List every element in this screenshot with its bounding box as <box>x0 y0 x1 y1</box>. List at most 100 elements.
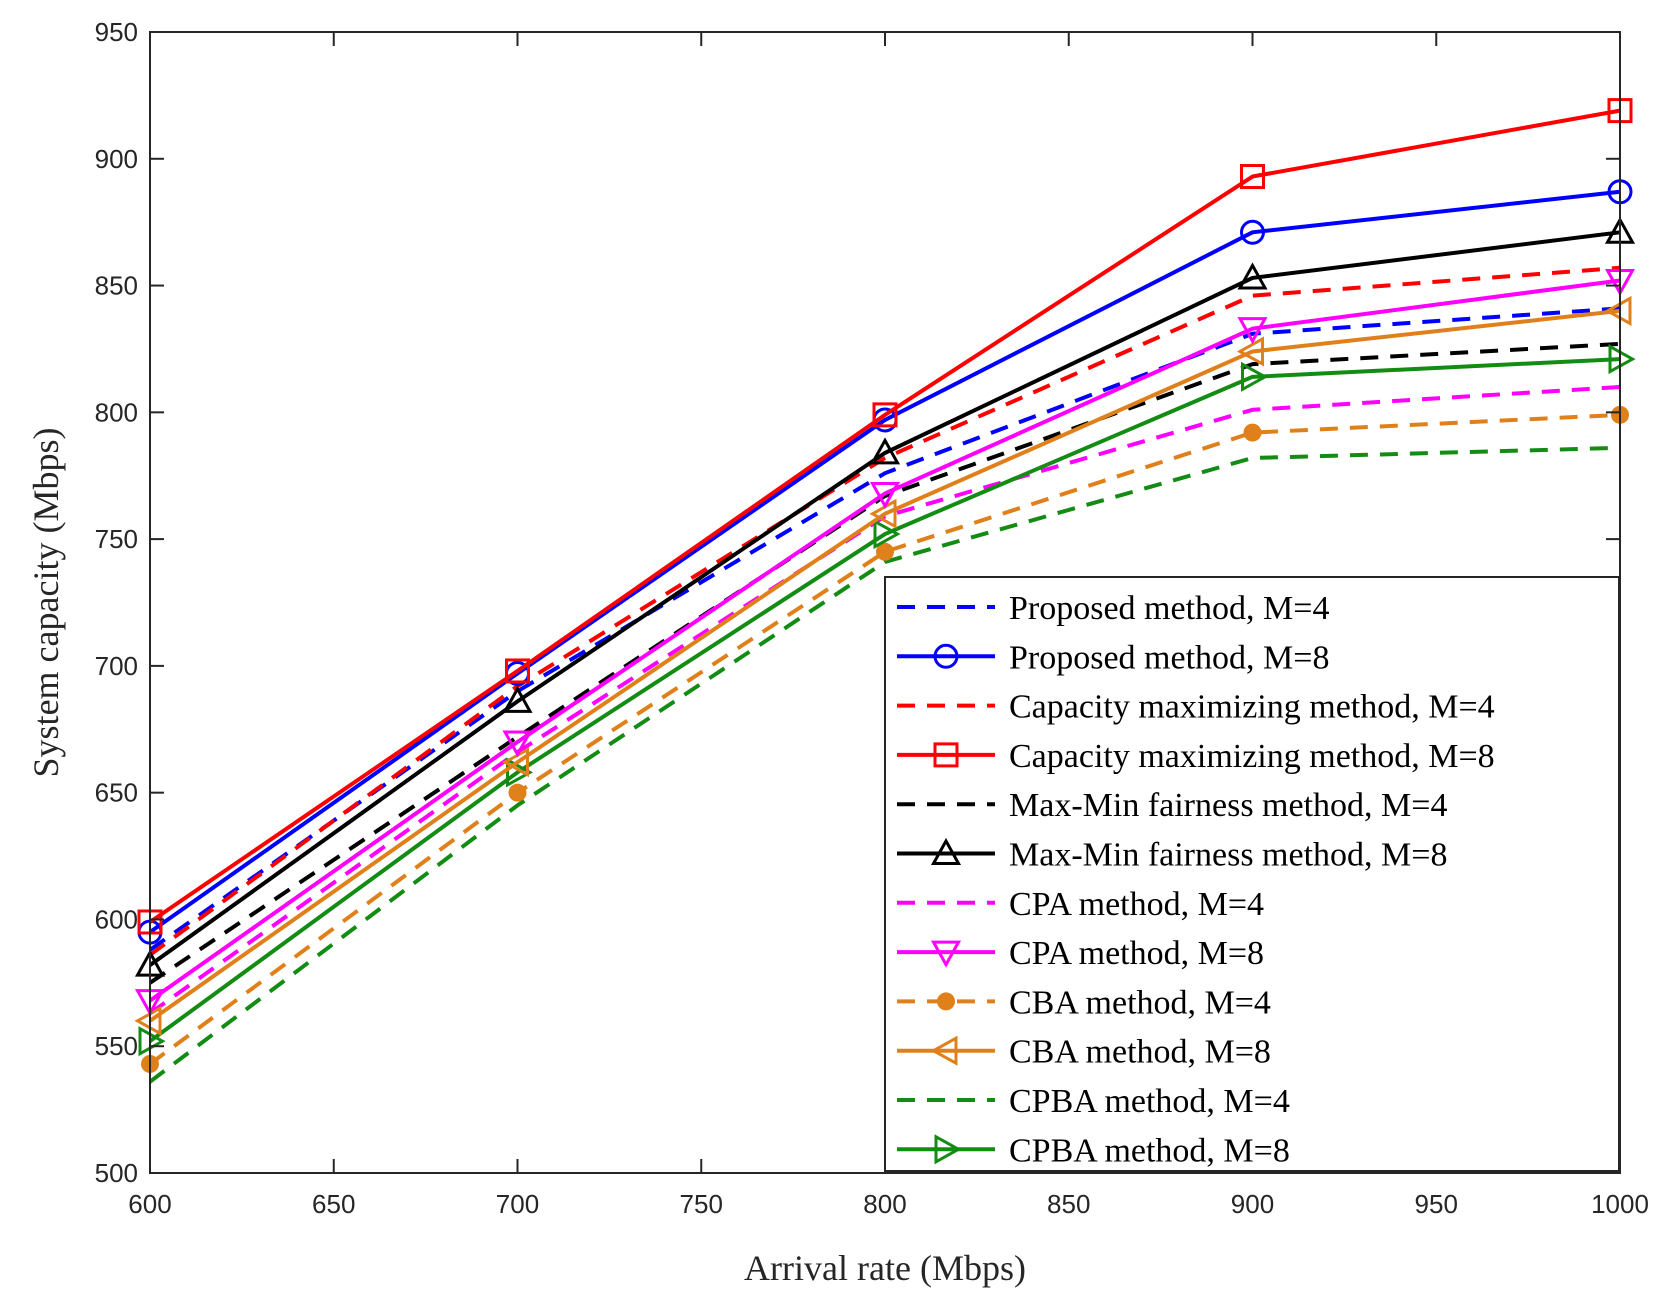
legend-item: CPBA method, M=4 <box>897 1083 1290 1120</box>
data-point <box>134 1005 162 1036</box>
legend-item: Proposed method, M=4 <box>897 590 1329 627</box>
legend-item: CBA method, M=8 <box>897 1034 1271 1071</box>
data-point <box>872 402 898 428</box>
series-cpba-method-m-8 <box>138 344 1636 1057</box>
x-tick-label: 900 <box>1231 1189 1274 1219</box>
y-tick-label: 600 <box>95 904 138 934</box>
series-line <box>148 357 1621 1043</box>
data-point <box>501 747 529 778</box>
series-line <box>148 306 1621 952</box>
y-tick-label: 700 <box>95 651 138 681</box>
legend-label: Proposed method, M=8 <box>1009 639 1329 676</box>
legend-label: CPBA method, M=4 <box>1009 1083 1290 1120</box>
y-tick-label: 500 <box>95 1158 138 1188</box>
y-tick-label: 800 <box>95 397 138 427</box>
legend-label: Proposed method, M=4 <box>1009 590 1329 627</box>
legend-item: Capacity maximizing method, M=4 <box>897 689 1495 726</box>
series-cpa-method-m-4 <box>148 384 1621 1015</box>
series-line <box>148 265 1621 957</box>
legend-label: Capacity maximizing method, M=8 <box>1009 738 1495 775</box>
data-point <box>508 783 527 802</box>
data-point <box>505 658 530 684</box>
series-line <box>148 230 1621 967</box>
series-proposed-method-m-4 <box>148 306 1621 952</box>
y-tick-label: 650 <box>95 778 138 808</box>
legend-marker-sample <box>933 643 959 669</box>
x-tick-label: 700 <box>496 1189 539 1219</box>
data-point <box>869 498 897 529</box>
series-line <box>148 108 1621 924</box>
legend-item: Max-Min fairness method, M=4 <box>897 787 1447 824</box>
legend-item: CBA method, M=4 <box>897 984 1271 1021</box>
legend-label: Max-Min fairness method, M=8 <box>1009 837 1447 874</box>
series-line <box>148 445 1621 1084</box>
series-line <box>148 412 1621 1066</box>
legend-item: CPBA method, M=8 <box>897 1132 1290 1169</box>
legend-label: CBA method, M=8 <box>1009 1034 1271 1071</box>
x-tick-label: 800 <box>863 1189 906 1219</box>
data-point <box>1604 295 1632 326</box>
data-point <box>1241 361 1269 392</box>
data-point <box>1237 317 1268 345</box>
legend-marker-sample <box>933 742 959 768</box>
x-tick-label: 950 <box>1415 1189 1458 1219</box>
series-line <box>148 384 1621 1015</box>
data-point <box>1608 344 1636 375</box>
series-cpa-method-m-8 <box>134 268 1636 1017</box>
series-cba-method-m-8 <box>134 295 1632 1036</box>
data-point <box>869 437 901 465</box>
series-line <box>148 341 1621 985</box>
series-cpba-method-m-4 <box>148 445 1621 1084</box>
legend-label: Max-Min fairness method, M=4 <box>1009 787 1447 824</box>
data-point <box>1243 423 1262 442</box>
legend-item: Capacity maximizing method, M=8 <box>897 738 1495 775</box>
x-tick-label: 1000 <box>1591 1189 1649 1219</box>
legend-item: Proposed method, M=8 <box>897 639 1329 676</box>
legend-label: CBA method, M=4 <box>1009 984 1271 1021</box>
legend-label: CPA method, M=8 <box>1009 935 1264 972</box>
legend-marker-sample <box>934 1134 962 1165</box>
x-axis-label: Arrival rate (Mbps) <box>744 1248 1026 1288</box>
legend-box <box>884 576 1620 1172</box>
legend-label: CPA method, M=4 <box>1009 886 1264 923</box>
x-tick-label: 750 <box>680 1189 723 1219</box>
data-point <box>869 481 901 510</box>
legend-marker-sample <box>930 837 962 865</box>
y-tick-label: 550 <box>95 1031 138 1061</box>
legend-label: CPBA method, M=8 <box>1009 1132 1290 1169</box>
x-tick-label: 600 <box>128 1189 171 1219</box>
y-tick-label: 900 <box>95 144 138 174</box>
legend-marker-sample <box>930 940 962 968</box>
series-max-min-fairness-method-m-4 <box>148 341 1621 985</box>
legend-item: CPA method, M=8 <box>897 935 1264 972</box>
data-point <box>1237 262 1268 290</box>
data-point <box>873 518 901 550</box>
axis-ticks: 600 650 700 750 800 850 900 950 1000 500 550 600 650… <box>95 17 1649 1219</box>
legend-marker-sample <box>930 1035 958 1066</box>
legend-marker-sample <box>937 992 955 1011</box>
data-point <box>876 542 894 561</box>
data-point <box>138 1026 166 1057</box>
series-cba-method-m-4 <box>141 405 1629 1073</box>
y-tick-label: 750 <box>95 524 138 554</box>
data-point <box>1240 164 1265 190</box>
legend-item: Max-Min fairness method, M=8 <box>897 837 1447 874</box>
legend: Proposed method, M=4 Proposed method, M=8… <box>884 576 1620 1172</box>
y-tick-label: 850 <box>95 271 138 301</box>
series-capacity-maximizing-method-m-4 <box>148 265 1621 957</box>
data-point <box>506 757 534 788</box>
legend-item: CPA method, M=4 <box>897 886 1264 923</box>
x-tick-label: 650 <box>312 1189 355 1219</box>
series-lines <box>134 98 1636 1084</box>
data-point <box>502 685 533 713</box>
y-tick-label: 950 <box>95 17 138 47</box>
data-point <box>502 730 533 758</box>
series-line <box>148 189 1621 934</box>
x-tick-label: 850 <box>1047 1189 1090 1219</box>
data-point <box>1236 336 1264 367</box>
series-line <box>148 278 1621 1003</box>
y-axis-label: System capacity (Mbps) <box>26 428 66 778</box>
data-point <box>1240 219 1265 245</box>
series-line <box>148 308 1621 1023</box>
